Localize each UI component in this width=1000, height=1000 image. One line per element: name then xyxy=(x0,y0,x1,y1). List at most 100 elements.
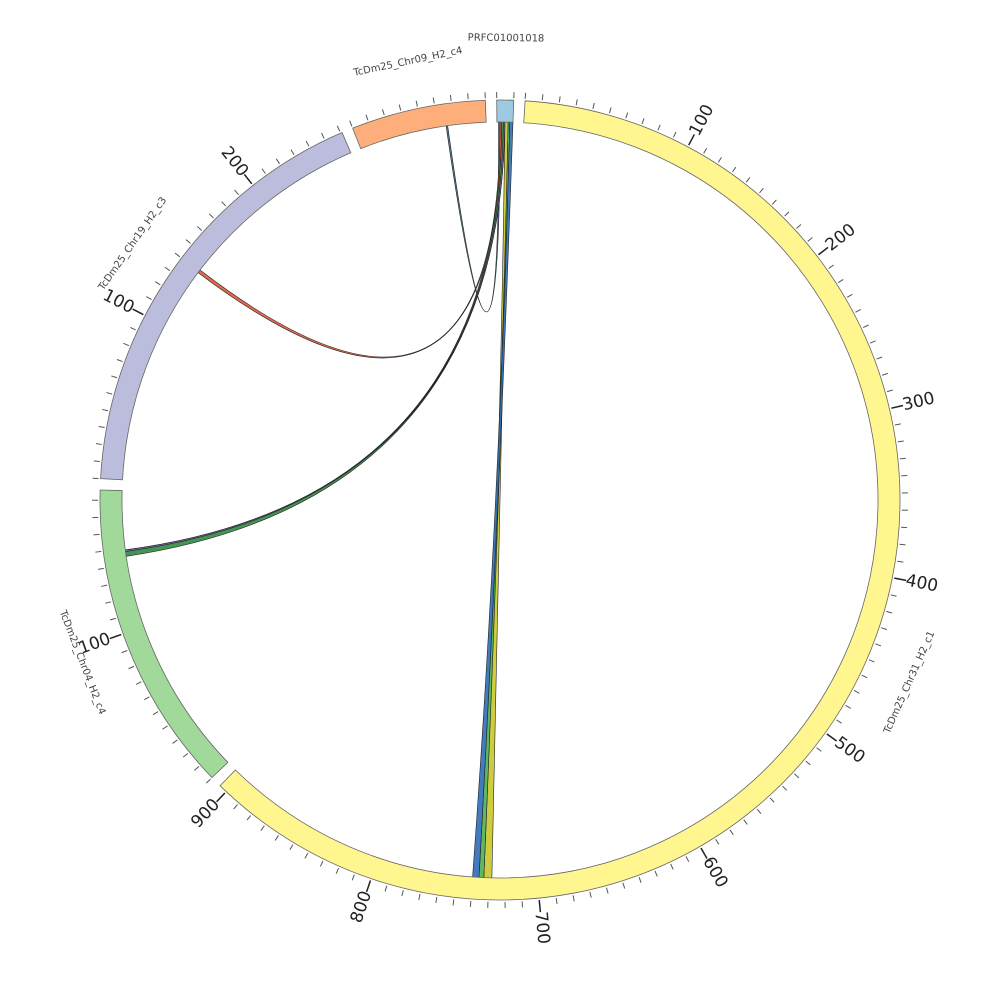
minor-tick xyxy=(717,157,722,163)
minor-tick xyxy=(234,189,239,195)
minor-tick xyxy=(807,237,813,242)
major-tick xyxy=(826,733,838,742)
minor-tick xyxy=(146,296,152,301)
chromosome-label: TcDm25_Chr31_H2_c1 xyxy=(882,630,938,737)
minor-tick xyxy=(853,690,860,694)
minor-tick xyxy=(715,839,720,845)
minor-tick xyxy=(111,375,118,379)
minor-tick xyxy=(862,324,869,329)
link-ribbon xyxy=(445,121,501,312)
chromosome-band xyxy=(496,99,515,123)
minor-tick xyxy=(135,681,142,685)
link-ribbon xyxy=(124,121,506,552)
tick-label: 400 xyxy=(904,571,940,597)
major-tick xyxy=(818,246,829,256)
minor-tick xyxy=(759,188,764,194)
minor-tick xyxy=(123,342,130,347)
tick-label: 600 xyxy=(698,853,732,891)
minor-tick xyxy=(335,867,340,874)
major-tick xyxy=(891,404,904,409)
minor-tick xyxy=(592,102,595,109)
minor-tick xyxy=(449,94,452,102)
minor-tick xyxy=(745,177,751,183)
minor-tick xyxy=(401,890,404,897)
minor-tick xyxy=(155,281,161,286)
minor-tick xyxy=(638,877,642,883)
minor-tick xyxy=(743,819,748,825)
minor-tick xyxy=(703,147,708,154)
minor-tick xyxy=(625,112,629,119)
minor-tick xyxy=(555,897,558,905)
minor-tick xyxy=(121,650,128,654)
chromosome-band xyxy=(99,489,229,779)
minor-tick xyxy=(846,293,853,298)
minor-tick xyxy=(886,610,893,614)
minor-tick xyxy=(836,719,842,724)
minor-tick xyxy=(289,844,294,850)
minor-tick xyxy=(782,785,788,791)
minor-tick xyxy=(899,457,906,460)
minor-tick xyxy=(828,264,834,269)
minor-tick xyxy=(398,104,402,111)
minor-tick xyxy=(756,808,762,814)
minor-tick xyxy=(304,852,309,859)
chromosome-band xyxy=(100,131,352,481)
tick-label: 700 xyxy=(530,911,553,945)
major-tick xyxy=(109,633,122,640)
major-tick xyxy=(365,880,372,893)
tick-label: 200 xyxy=(217,143,253,181)
minor-tick xyxy=(321,132,325,139)
minor-tick xyxy=(196,226,203,231)
minor-tick xyxy=(319,860,324,867)
major-tick xyxy=(538,900,542,913)
minor-tick xyxy=(654,870,658,877)
chromosome-label: PRFC01001018 xyxy=(468,33,545,45)
minor-tick xyxy=(172,739,178,744)
minor-tick xyxy=(816,747,822,752)
minor-tick xyxy=(109,617,116,621)
minor-tick xyxy=(185,239,191,244)
tick-label: 100 xyxy=(685,101,718,139)
minor-tick xyxy=(875,643,882,647)
minor-tick xyxy=(174,252,181,258)
minor-tick xyxy=(890,594,897,597)
minor-tick xyxy=(894,423,901,426)
minor-tick xyxy=(246,815,252,821)
minor-tick xyxy=(130,326,136,331)
minor-tick xyxy=(274,835,279,841)
minor-tick xyxy=(899,543,906,546)
tick-label: 200 xyxy=(822,220,860,256)
minor-tick xyxy=(641,118,645,125)
chromosome-band xyxy=(219,100,901,901)
minor-tick xyxy=(116,359,123,363)
minor-tick xyxy=(305,140,310,147)
minor-tick xyxy=(881,372,889,376)
minor-tick xyxy=(769,797,775,803)
minor-tick xyxy=(382,109,385,116)
minor-tick xyxy=(233,804,238,810)
minor-tick xyxy=(589,891,592,898)
minor-tick xyxy=(435,896,438,904)
minor-tick xyxy=(861,674,868,679)
minor-tick xyxy=(275,158,280,165)
chromosome-label: TcDm25_Chr09_H2_c4 xyxy=(352,45,464,79)
minor-tick xyxy=(418,893,421,900)
minor-tick xyxy=(897,440,904,443)
minor-tick xyxy=(805,760,811,766)
minor-tick xyxy=(162,725,168,730)
minor-tick xyxy=(622,882,626,889)
minor-tick xyxy=(796,224,802,229)
minor-tick xyxy=(855,309,862,313)
minor-tick xyxy=(608,107,612,114)
minor-tick xyxy=(260,825,265,831)
minor-tick xyxy=(221,201,227,207)
minor-tick xyxy=(152,711,159,716)
minor-tick xyxy=(794,773,800,779)
tick-label: 300 xyxy=(901,388,937,415)
minor-tick xyxy=(558,96,561,103)
minor-tick xyxy=(365,114,369,121)
minor-tick xyxy=(784,211,790,217)
major-tick xyxy=(132,308,144,316)
